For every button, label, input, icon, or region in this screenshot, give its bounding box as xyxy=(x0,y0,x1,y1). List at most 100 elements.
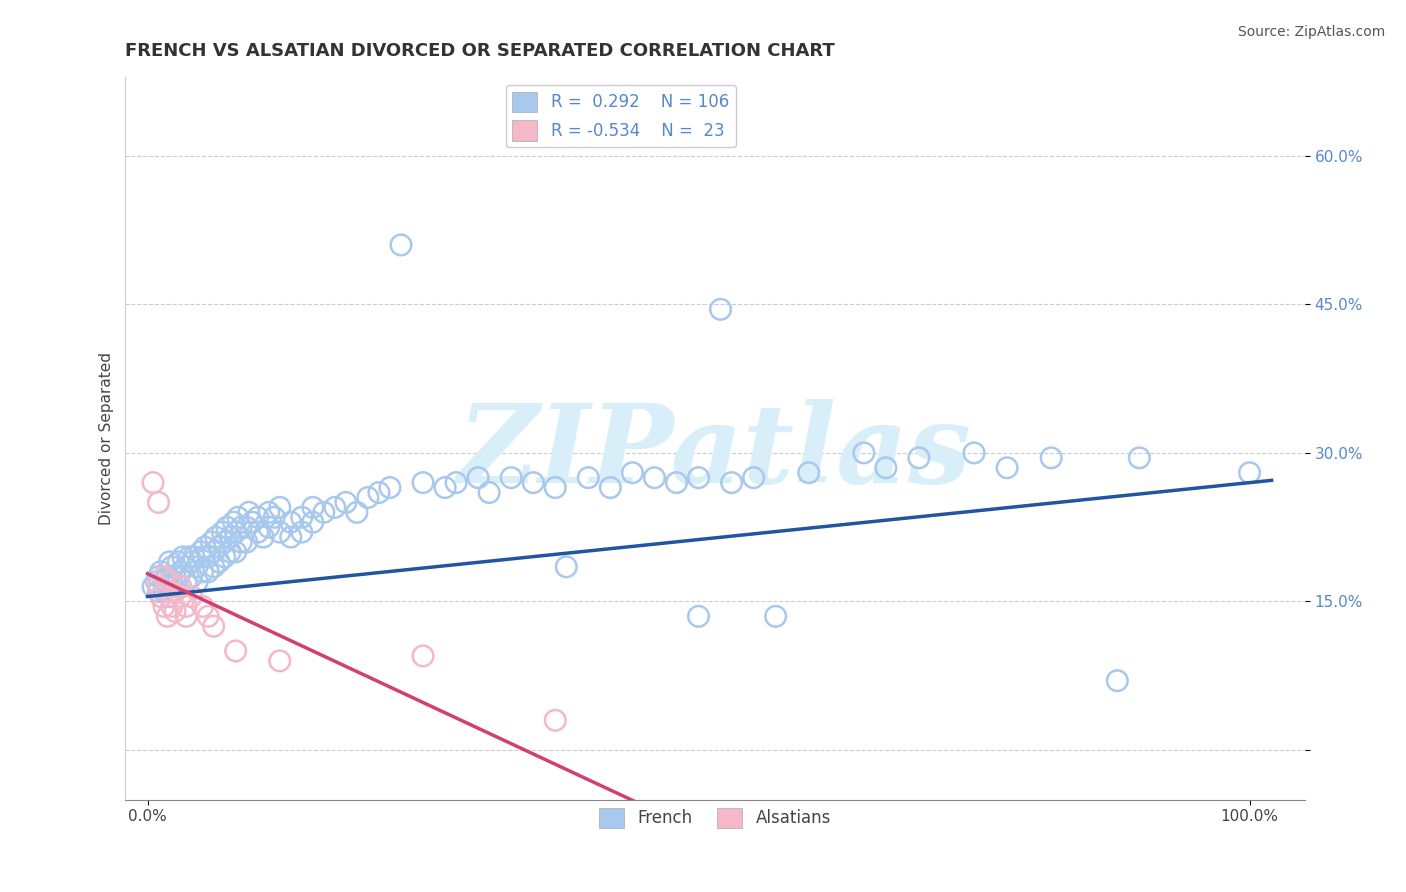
Point xyxy=(200,535,222,549)
Point xyxy=(159,555,181,569)
Point xyxy=(434,481,457,495)
Point xyxy=(688,609,710,624)
Point xyxy=(235,535,257,549)
Point xyxy=(544,481,567,495)
Point xyxy=(160,559,183,574)
Point xyxy=(378,481,401,495)
Point xyxy=(231,520,253,534)
Point xyxy=(180,555,202,569)
Point xyxy=(240,515,263,529)
Point xyxy=(225,545,247,559)
Point xyxy=(412,475,434,490)
Point xyxy=(148,580,170,594)
Point xyxy=(180,590,202,604)
Point xyxy=(1128,450,1150,465)
Point xyxy=(142,475,165,490)
Point xyxy=(186,574,208,589)
Point xyxy=(142,580,165,594)
Point xyxy=(172,549,194,564)
Point xyxy=(165,584,187,599)
Point xyxy=(235,520,257,534)
Point xyxy=(148,495,170,509)
Point xyxy=(599,481,621,495)
Point xyxy=(908,450,931,465)
Point xyxy=(709,302,731,317)
Point xyxy=(174,599,197,614)
Point xyxy=(214,535,236,549)
Point xyxy=(875,460,897,475)
Point xyxy=(1107,673,1129,688)
Point xyxy=(1040,450,1063,465)
Point xyxy=(467,471,489,485)
Point xyxy=(202,559,225,574)
Y-axis label: Divorced or Separated: Divorced or Separated xyxy=(100,351,114,524)
Point xyxy=(169,580,191,594)
Point xyxy=(174,609,197,624)
Text: Source: ZipAtlas.com: Source: ZipAtlas.com xyxy=(1237,25,1385,39)
Point xyxy=(269,525,291,540)
Point xyxy=(190,545,212,559)
Point xyxy=(720,475,742,490)
Point xyxy=(160,599,183,614)
Point xyxy=(205,530,228,544)
Point xyxy=(357,491,380,505)
Point xyxy=(389,238,412,252)
Point xyxy=(197,609,219,624)
Point xyxy=(688,471,710,485)
Point xyxy=(621,466,644,480)
Point xyxy=(202,619,225,633)
Point xyxy=(963,446,986,460)
Point xyxy=(280,530,302,544)
Point xyxy=(169,565,191,579)
Point xyxy=(167,555,190,569)
Point xyxy=(246,510,269,524)
Point xyxy=(191,599,214,614)
Point xyxy=(156,609,179,624)
Point xyxy=(214,549,236,564)
Point xyxy=(478,485,501,500)
Point xyxy=(263,510,285,524)
Point xyxy=(368,485,391,500)
Point xyxy=(852,446,875,460)
Point xyxy=(576,471,599,485)
Point xyxy=(159,574,181,589)
Point xyxy=(269,500,291,515)
Point xyxy=(522,475,544,490)
Point xyxy=(191,565,214,579)
Point xyxy=(1239,466,1261,480)
Point xyxy=(231,535,253,549)
Point xyxy=(208,555,231,569)
Point xyxy=(257,520,280,534)
Point xyxy=(301,515,323,529)
Legend: French, Alsatians: French, Alsatians xyxy=(592,801,838,835)
Point xyxy=(159,580,181,594)
Point xyxy=(269,654,291,668)
Point xyxy=(180,570,202,584)
Point xyxy=(555,559,578,574)
Point xyxy=(174,574,197,589)
Point xyxy=(238,505,260,519)
Point xyxy=(169,590,191,604)
Point xyxy=(444,475,467,490)
Point xyxy=(149,565,172,579)
Point xyxy=(246,525,269,540)
Text: ZIPatlas: ZIPatlas xyxy=(458,399,972,507)
Point xyxy=(257,505,280,519)
Point xyxy=(153,574,176,589)
Point xyxy=(202,545,225,559)
Point xyxy=(226,510,249,524)
Point xyxy=(219,530,242,544)
Point xyxy=(194,540,217,554)
Point xyxy=(191,549,214,564)
Point xyxy=(169,580,191,594)
Point xyxy=(291,525,314,540)
Point xyxy=(153,599,176,614)
Point xyxy=(312,505,335,519)
Point xyxy=(995,460,1018,475)
Point xyxy=(797,466,820,480)
Point xyxy=(148,584,170,599)
Point xyxy=(156,570,179,584)
Point xyxy=(183,549,205,564)
Point xyxy=(211,525,233,540)
Point xyxy=(153,584,176,599)
